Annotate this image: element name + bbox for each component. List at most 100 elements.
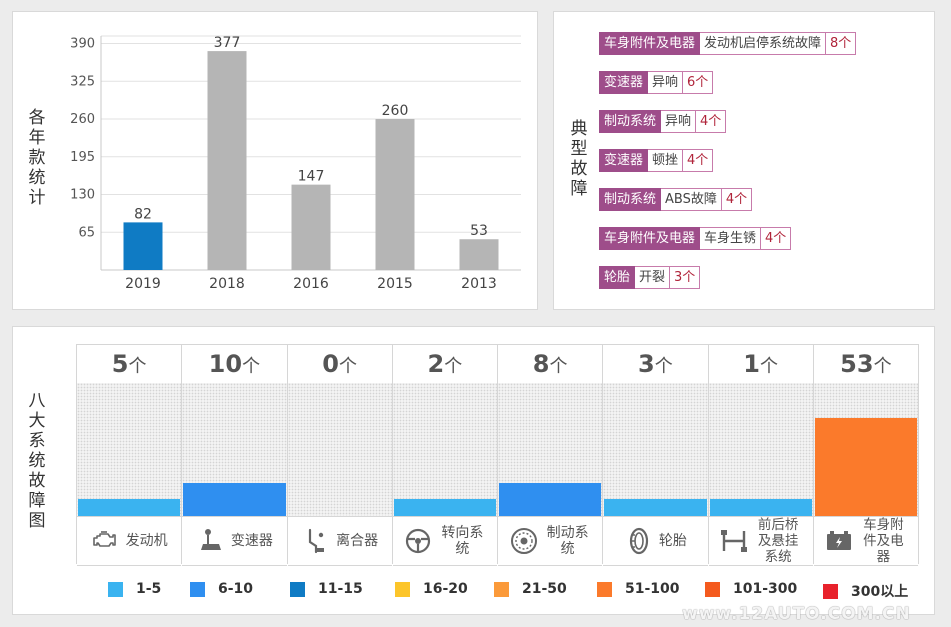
clutch-icon: [301, 526, 331, 556]
system-bar: [709, 499, 812, 516]
system-label-cell[interactable]: 离合器: [287, 516, 392, 566]
system-bar: [604, 499, 707, 516]
system-count: 2个: [392, 344, 497, 384]
system-name: 轮胎: [658, 533, 687, 549]
bar-2013: [459, 239, 499, 270]
system-bar-area: [392, 383, 497, 516]
legend-swatch: [395, 581, 410, 597]
fault-item: 轮胎 开裂 3个: [599, 266, 701, 289]
fault-count: 4个: [721, 188, 753, 211]
system-count-number: 53: [840, 350, 874, 378]
system-count: 53个: [813, 344, 918, 384]
system-count: 0个: [287, 344, 392, 384]
legend-swatch: [823, 583, 838, 599]
y-tick-label: 65: [78, 225, 95, 240]
system-bar-area: [603, 383, 708, 516]
y-tick-label: 260: [70, 112, 95, 127]
legend-label: 101-300: [733, 581, 798, 597]
system-name: 发动机: [125, 533, 168, 549]
fault-category-tag: 制动系统: [599, 110, 662, 133]
legend-swatch: [494, 581, 509, 597]
suspension-icon: [719, 526, 749, 556]
system-column: 5个发动机: [77, 344, 183, 566]
system-count-unit: 个: [338, 356, 357, 377]
system-label-cell[interactable]: 车身附件及电器: [813, 516, 918, 566]
system-column: 8个制动系统: [498, 344, 604, 566]
system-name: 制动系统: [546, 525, 589, 557]
fault-category-tag: 车身附件及电器: [599, 32, 701, 55]
eight-systems-panel: 八大系统故障图 5个 发动机 10个 变速器 0个 离合器 2个 转向系统 8个 制动系统 3个 轮胎…: [12, 326, 935, 615]
battery-icon: [824, 526, 854, 556]
system-count: 10个: [182, 344, 287, 384]
fault-count: 6个: [683, 71, 714, 94]
system-count-unit: 个: [873, 356, 892, 377]
fault-description: 开裂: [635, 266, 671, 289]
fault-count: 4个: [696, 110, 727, 133]
system-label-cell[interactable]: 制动系统: [498, 516, 603, 566]
system-label-cell[interactable]: 前后桥及悬挂系统: [708, 516, 813, 566]
system-name: 转向系统: [441, 525, 484, 557]
system-bar: [499, 483, 602, 516]
system-name: 离合器: [336, 533, 379, 549]
legend-label: 6-10: [218, 581, 254, 597]
x-tick-label: 2015: [377, 276, 413, 292]
bar-value-label: 147: [298, 169, 325, 185]
fault-description: 车身生锈: [700, 227, 762, 250]
system-bar-area: [287, 383, 392, 516]
system-bar-area: [708, 383, 813, 516]
fault-category-tag: 变速器: [599, 149, 649, 172]
legend-swatch: [597, 581, 612, 597]
legend-swatch: [705, 581, 720, 597]
system-count: 8个: [498, 344, 603, 384]
system-column: 1个前后桥及悬挂系统: [708, 344, 814, 566]
system-count-number: 8: [532, 350, 550, 378]
system-count: 1个: [708, 344, 813, 384]
legend-label: 11-15: [318, 581, 363, 597]
legend-label: 1-5: [136, 581, 162, 597]
system-column: 53个车身附件及电器: [813, 344, 919, 566]
legend-swatch: [108, 581, 123, 597]
system-count-unit: 个: [444, 356, 463, 377]
y-tick-label: 130: [70, 188, 95, 203]
site-watermark: www.12AUTO.COM.CN: [682, 604, 911, 624]
legend-item: 101-300: [705, 581, 797, 597]
legend-swatch: [190, 581, 205, 597]
bar-value-label: 82: [134, 206, 152, 222]
fault-item: 车身附件及电器 车身生锈 4个: [599, 227, 792, 250]
fault-item: 变速器 异响 6个: [599, 71, 714, 94]
bar-2015: [375, 119, 415, 270]
year-stats-panel: 各年款统计 65 130 195 260 325 390 82 2019 377 2018 147 2…: [12, 11, 538, 310]
system-label-cell[interactable]: 发动机: [77, 516, 182, 566]
bar-2019: [123, 222, 163, 270]
legend-item: 11-15: [290, 581, 363, 597]
y-tick-label: 390: [70, 37, 95, 52]
system-column: 2个转向系统: [392, 344, 498, 566]
fault-description: 顿挫: [648, 149, 684, 172]
fault-description: 发动机启停系统故障: [700, 32, 827, 55]
legend-label: 51-100: [625, 581, 680, 597]
tire-icon: [624, 526, 654, 556]
system-count-unit: 个: [549, 356, 568, 377]
system-count-number: 5: [111, 350, 129, 378]
x-tick-label: 2018: [209, 276, 245, 292]
system-name: 前后桥及悬挂系统: [757, 517, 799, 565]
system-bar-area: [77, 383, 182, 516]
system-name: 变速器: [230, 533, 273, 549]
system-count-number: 10: [208, 350, 243, 378]
y-tick-label: 325: [70, 74, 95, 89]
system-label-cell[interactable]: 转向系统: [392, 516, 497, 566]
fault-count: 4个: [683, 149, 714, 172]
bar-value-label: 53: [470, 223, 488, 239]
fault-item: 变速器 顿挫 4个: [599, 149, 714, 172]
system-count-unit: 个: [654, 356, 673, 377]
legend-item: 6-10: [190, 581, 253, 597]
system-count-number: 0: [322, 350, 339, 378]
system-label-cell[interactable]: 轮胎: [603, 516, 708, 566]
system-count-unit: 个: [128, 356, 147, 377]
fault-category-tag: 轮胎: [599, 266, 636, 289]
system-count: 5个: [77, 344, 182, 384]
legend-label: 16-20: [423, 581, 468, 597]
bar-2018: [207, 51, 247, 271]
fault-category-tag: 车身附件及电器: [599, 227, 701, 250]
system-label-cell[interactable]: 变速器: [182, 516, 287, 566]
